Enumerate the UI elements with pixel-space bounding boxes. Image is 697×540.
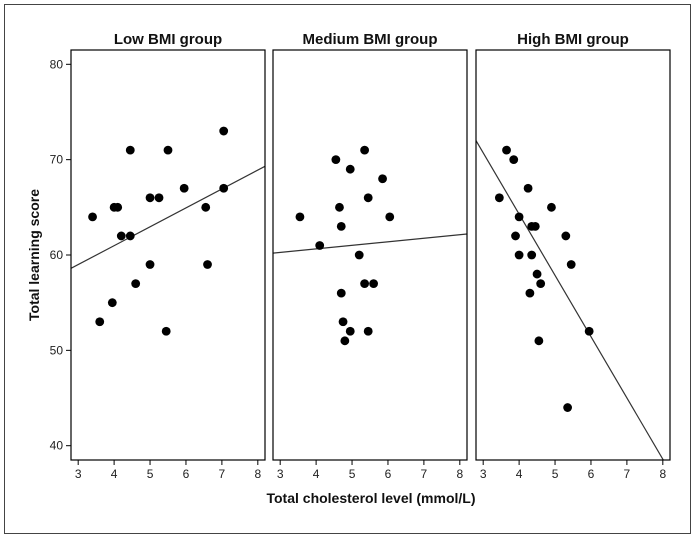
data-point: [340, 336, 350, 346]
data-point: [145, 193, 155, 203]
data-point: [360, 279, 370, 289]
data-point: [95, 317, 105, 327]
y-axis-title: Total learning score: [26, 189, 42, 321]
data-point: [336, 288, 346, 298]
x-tick-label: 8: [659, 467, 666, 481]
y-tick-label: 70: [50, 153, 64, 167]
data-point: [161, 326, 171, 336]
y-tick-label: 40: [50, 439, 64, 453]
x-tick-label: 7: [219, 467, 226, 481]
panel-2: Medium BMI group 3 4 5 6 7 8: [272, 31, 468, 481]
data-point: [88, 212, 97, 222]
data-point: [511, 231, 520, 241]
x-tick-label: 6: [183, 467, 190, 481]
data-point: [219, 183, 229, 193]
data-point: [509, 155, 519, 165]
data-point: [336, 221, 346, 231]
panel-title: Low BMI group: [114, 31, 222, 48]
data-point: [547, 202, 556, 212]
x-tick-label: 4: [313, 467, 320, 481]
data-point: [360, 145, 370, 155]
panel-title: High BMI group: [517, 31, 629, 48]
x-tick-label: 4: [111, 467, 118, 481]
x-tick-label: 6: [588, 467, 595, 481]
data-point: [145, 260, 155, 269]
data-point: [536, 279, 546, 289]
data-point: [354, 250, 364, 260]
panel-title: Medium BMI group: [303, 31, 438, 48]
x-tick-label: 5: [349, 467, 356, 481]
data-point: [584, 326, 594, 336]
data-point: [335, 202, 344, 212]
fit-line: [71, 165, 265, 269]
x-tick-label: 8: [254, 467, 261, 481]
data-point: [525, 288, 535, 298]
data-point: [561, 231, 571, 241]
data-point: [113, 202, 123, 212]
x-tick-label: 3: [277, 467, 284, 481]
panel-3: High BMI group 3 4 5 6 7 8: [475, 31, 671, 481]
y-tick-label: 60: [50, 248, 64, 262]
fit-line: [273, 233, 467, 254]
data-point: [338, 317, 348, 327]
data-point: [363, 193, 373, 203]
data-point: [369, 279, 378, 289]
y-tick-label: 50: [50, 343, 64, 357]
panel-frame: [272, 49, 468, 461]
data-point: [315, 241, 325, 250]
x-tick-label: 5: [147, 467, 154, 481]
data-point: [514, 212, 524, 222]
y-tick-label: 80: [50, 57, 64, 71]
data-point: [523, 183, 533, 193]
data-point: [295, 212, 305, 222]
x-tick-label: 5: [552, 467, 559, 481]
data-point: [125, 231, 135, 241]
data-point: [203, 260, 212, 269]
data-point: [345, 164, 355, 174]
x-tick-label: 8: [456, 467, 463, 481]
fit-line: [476, 140, 664, 460]
data-point: [345, 326, 355, 336]
data-point: [563, 403, 573, 412]
data-point: [527, 250, 537, 260]
data-point: [534, 336, 544, 346]
data-point: [514, 250, 524, 260]
x-tick-label: 3: [75, 467, 82, 481]
data-point: [131, 279, 141, 289]
data-point: [530, 221, 540, 231]
data-point: [163, 145, 173, 155]
panel-frame: [475, 49, 671, 461]
x-axis-title: Total cholesterol level (mmol/L): [266, 490, 475, 506]
data-point: [219, 126, 229, 136]
data-point: [494, 193, 504, 203]
figure-frame: [4, 4, 691, 534]
data-point: [107, 298, 117, 308]
x-tick-label: 3: [480, 467, 487, 481]
data-point: [566, 260, 576, 269]
data-point: [502, 145, 511, 155]
data-point: [385, 212, 395, 222]
data-point: [532, 269, 542, 279]
x-tick-label: 7: [624, 467, 631, 481]
data-point: [179, 183, 189, 193]
x-tick-label: 4: [516, 467, 523, 481]
data-point: [125, 145, 135, 155]
x-tick-label: 6: [385, 467, 392, 481]
data-point: [116, 231, 126, 241]
data-point: [154, 193, 164, 203]
data-point: [201, 202, 211, 212]
panel-frame: [70, 49, 266, 461]
data-point: [331, 155, 341, 165]
data-point: [378, 174, 387, 184]
x-tick-label: 7: [421, 467, 428, 481]
panel-1: Low BMI group 3 4 5 6 7 8 40 50 60 70 80: [50, 31, 266, 481]
data-point: [363, 326, 373, 336]
